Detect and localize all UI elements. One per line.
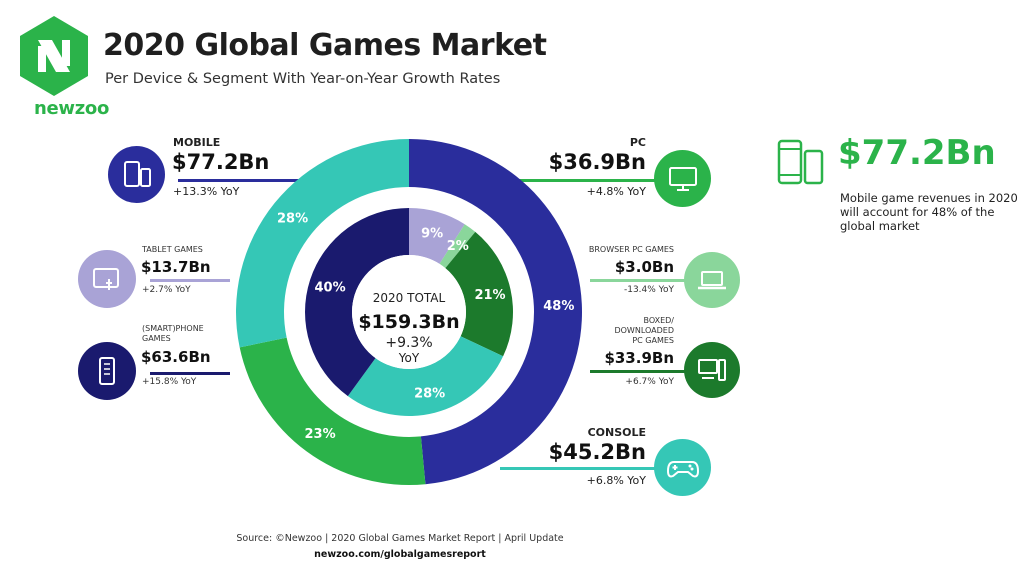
mobile-value: $77.2Bn: [172, 150, 270, 174]
center-growth-value: +9.3%: [385, 335, 432, 351]
browser-value: $3.0Bn: [614, 258, 674, 276]
mobile-connector-line: [178, 179, 308, 182]
laptop-icon: [698, 271, 726, 290]
console-yoy: +6.8% YoY: [586, 474, 646, 487]
page-title: 2020 Global Games Market: [103, 28, 547, 63]
desktop-pc-icon: [698, 359, 726, 381]
callout-value: $77.2Bn: [838, 133, 996, 173]
inner-label-console: 28%: [414, 386, 445, 401]
source-note: Source: ©Newzoo | 2020 Global Games Mark…: [236, 533, 564, 544]
mobile-devices-icon: [123, 160, 151, 187]
inner-label-browser-pc-games: 2%: [447, 239, 469, 254]
tablet-icon-badge: [78, 250, 136, 308]
phone-name-line1: (SMART)PHONE: [142, 324, 204, 333]
boxed-connector-line: [590, 370, 700, 373]
callout-text: Mobile game revenues in 2020 will accoun…: [840, 191, 1018, 233]
outer-arc-pc: [239, 337, 426, 485]
pc-value: $36.9Bn: [548, 150, 646, 174]
console-icon-badge: [654, 439, 711, 496]
mobile-yoy: +13.3% YoY: [173, 185, 240, 198]
callout-devices-icon: [776, 139, 826, 189]
center-total-label: 2020 TOTAL: [373, 291, 446, 305]
boxed-icon-badge: [684, 342, 740, 398]
mobile-icon-badge: [108, 146, 165, 203]
boxed-name-line2: DOWNLOADED: [614, 326, 674, 335]
inner-arc-tablet-games: [409, 208, 465, 264]
phone-icon-badge: [78, 342, 136, 400]
inner-label-boxed-downloaded-pc-games: 21%: [474, 288, 505, 303]
outer-arc-console: [236, 139, 409, 348]
donut-center-hole: [352, 255, 466, 369]
inner-arc-browser-pc-games: [439, 224, 476, 269]
newzoo-logo-icon: [20, 16, 88, 96]
pc-name: PC: [629, 136, 646, 149]
outer-label-console: 28%: [277, 211, 308, 226]
browser-icon-badge: [684, 252, 740, 308]
browser-yoy: -13.4% YoY: [623, 285, 674, 295]
smartphone-icon: [99, 357, 115, 385]
outer-label-mobile: 48%: [543, 299, 574, 314]
outer-label-pc: 23%: [305, 427, 336, 442]
monitor-icon: [668, 166, 697, 191]
tablet-value: $13.7Bn: [141, 258, 211, 276]
page-subtitle: Per Device & Segment With Year-on-Year G…: [105, 71, 501, 87]
outer-arc-mobile: [409, 139, 582, 485]
inner-arc-boxed-downloaded-pc-games: [445, 231, 513, 357]
pc-yoy: +4.8% YoY: [586, 185, 646, 198]
phone-yoy: +15.8% YoY: [142, 377, 197, 387]
phone-connector-line: [150, 372, 230, 375]
inner-label-smart-phone-games: 40%: [314, 280, 345, 295]
phone-value: $63.6Bn: [141, 348, 211, 366]
center-total-value: $159.3Bn: [358, 311, 459, 333]
gamepad-icon: [666, 460, 699, 477]
console-connector-line: [500, 467, 660, 470]
brand-name: newzoo: [34, 98, 110, 119]
boxed-value: $33.9Bn: [604, 349, 674, 367]
newzoo-logo: newzoo: [18, 14, 109, 119]
inner-arc-console: [347, 336, 504, 416]
boxed-name-line3: PC GAMES: [632, 336, 674, 345]
browser-name: BROWSER PC GAMES: [588, 245, 674, 254]
mobile-devices-icon: [777, 139, 824, 185]
tablet-connector-line: [150, 279, 230, 282]
tablet-touch-icon: [93, 268, 119, 290]
tablet-yoy: +2.7% YoY: [142, 285, 191, 295]
pc-connector-line: [510, 179, 660, 182]
inner-arc-smart-phone-games: [304, 208, 409, 397]
tablet-name: TABLET GAMES: [142, 245, 203, 254]
inner-label-tablet-games: 9%: [421, 226, 443, 241]
boxed-name-line1: BOXED/: [643, 316, 674, 325]
console-name: CONSOLE: [587, 426, 646, 439]
phone-name-line2: GAMES: [142, 334, 171, 343]
boxed-yoy: +6.7% YoY: [625, 377, 674, 387]
mobile-name: MOBILE: [173, 136, 221, 149]
center-growth-unit: YoY: [398, 351, 420, 365]
source-url[interactable]: newzoo.com/globalgamesreport: [314, 549, 486, 560]
browser-connector-line: [590, 279, 700, 282]
pc-icon-badge: [654, 150, 711, 207]
console-value: $45.2Bn: [548, 440, 646, 464]
